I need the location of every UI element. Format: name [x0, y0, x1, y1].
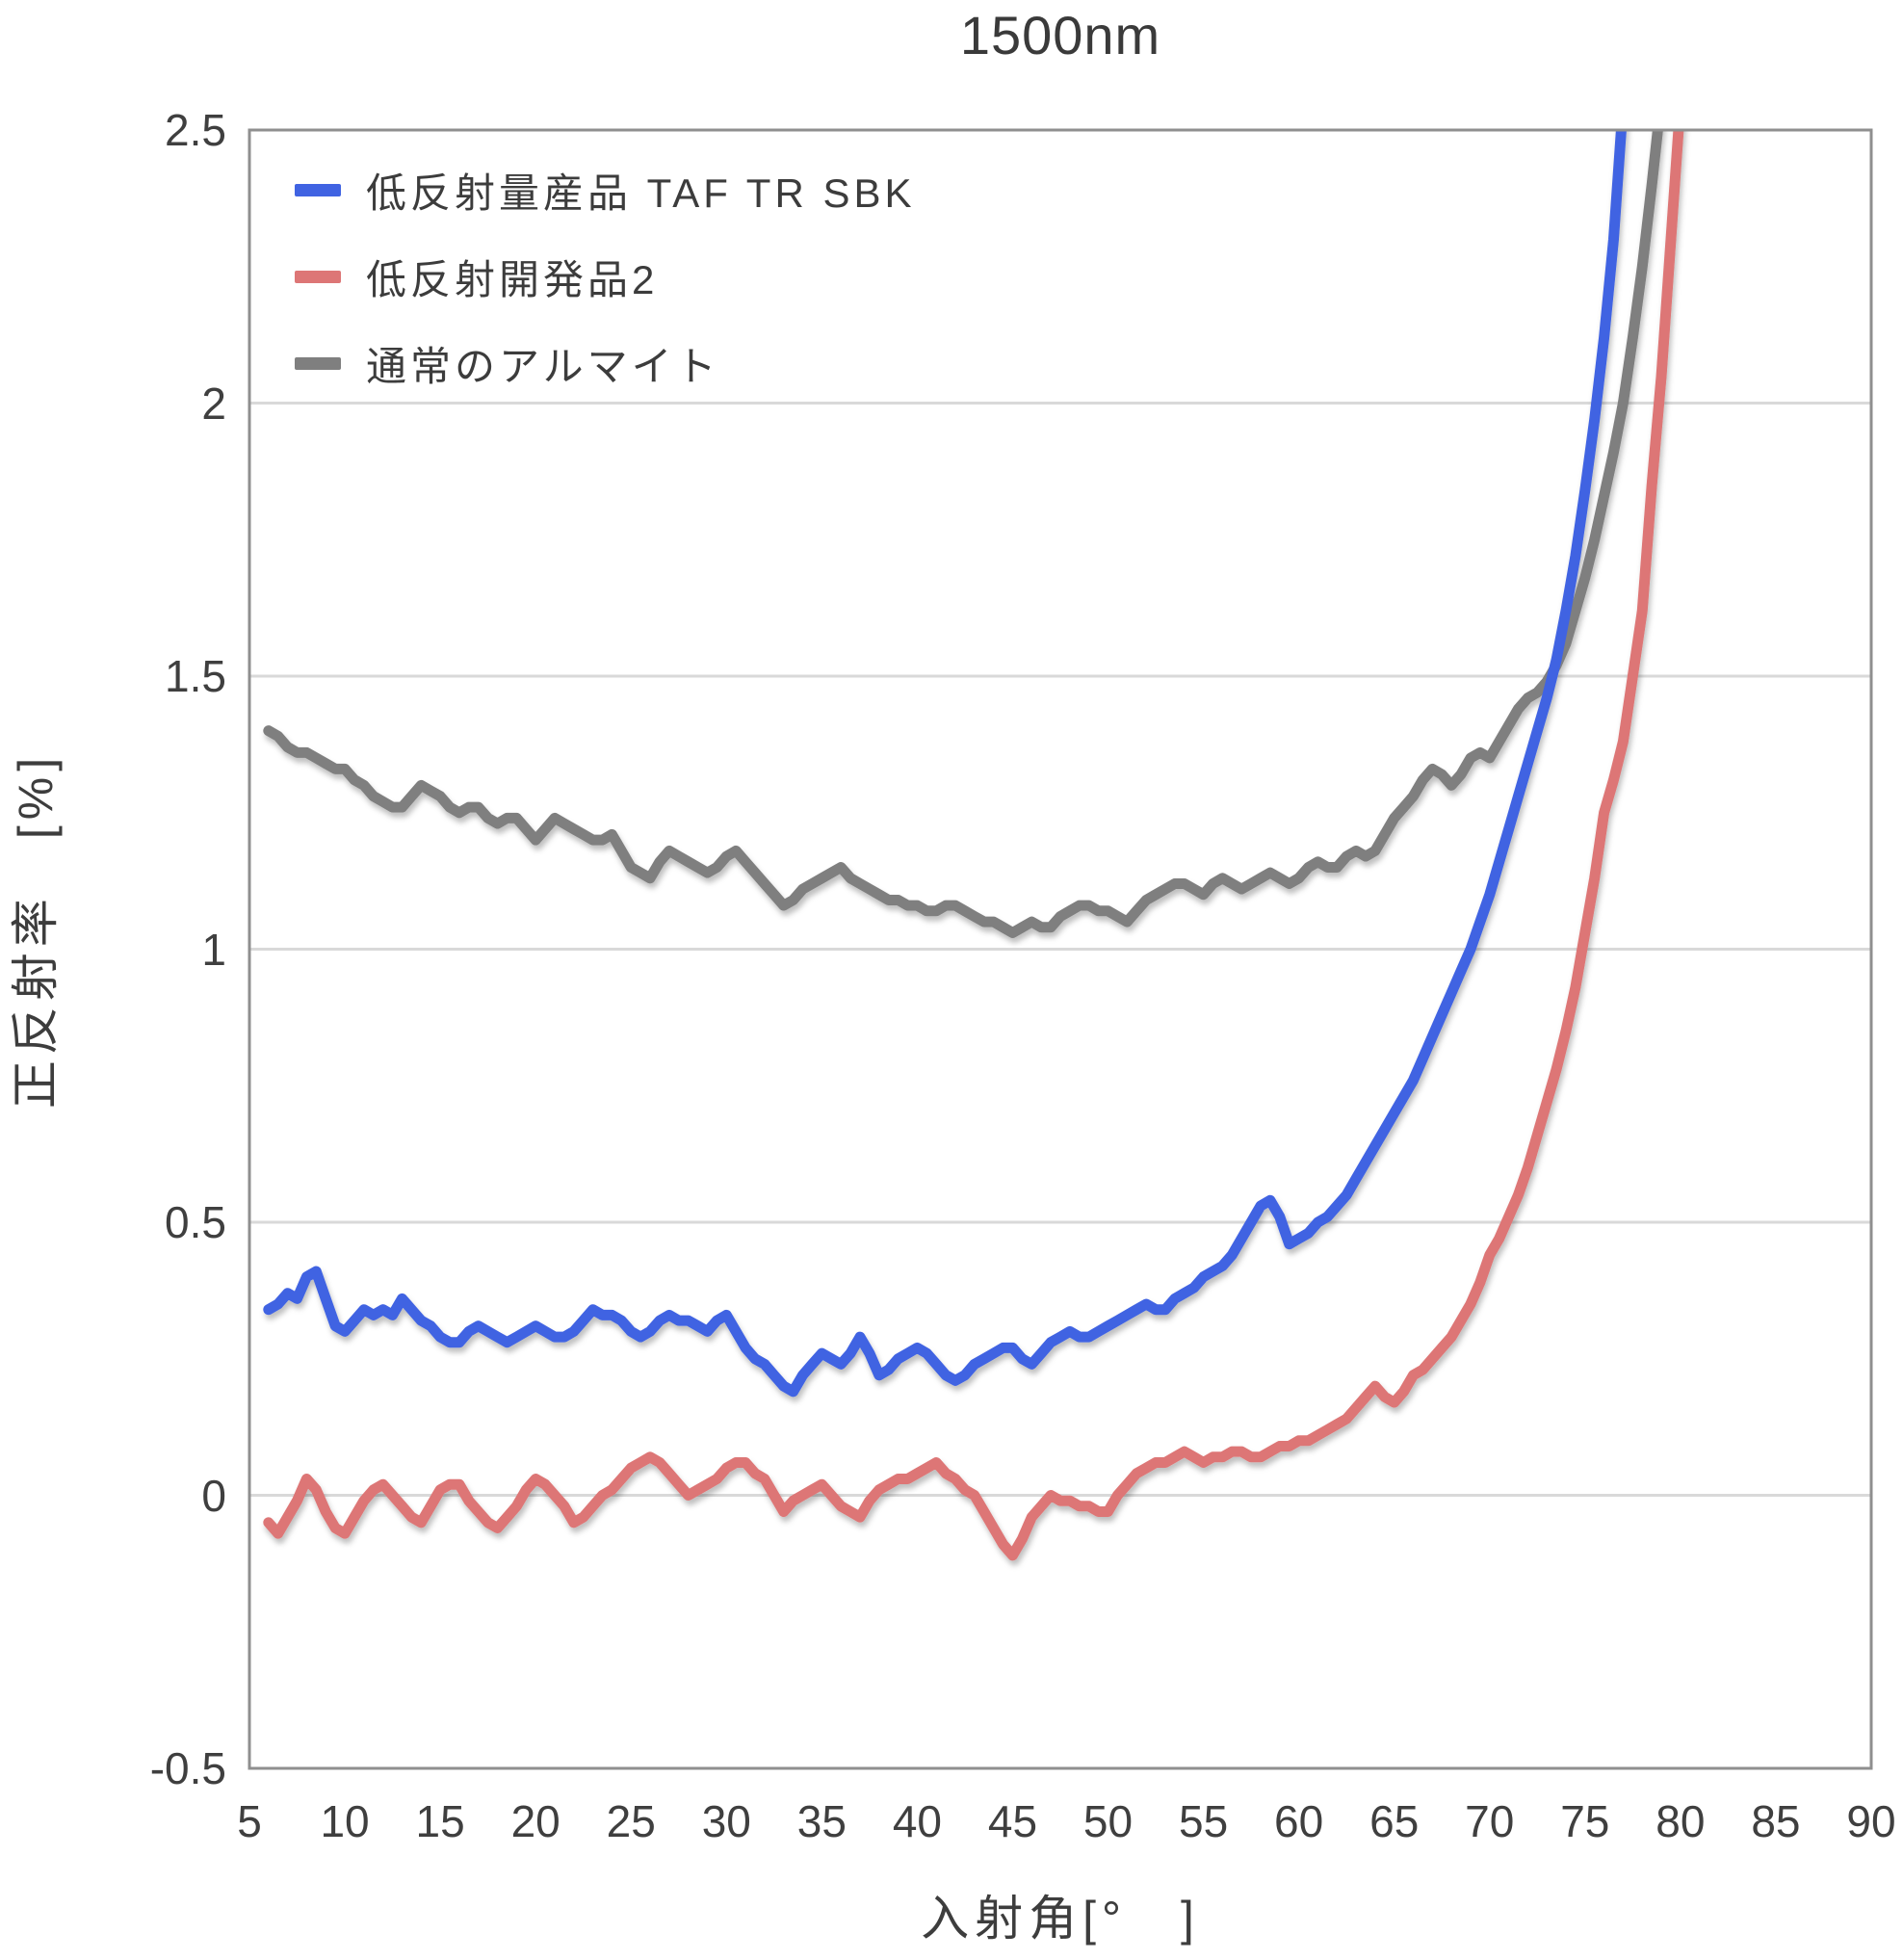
y-tick-label: 2.5: [165, 105, 226, 155]
x-tick-label: 70: [1465, 1796, 1515, 1846]
x-tick-label: 25: [606, 1796, 656, 1846]
legend: 低反射量産品 TAF TR SBK 低反射開発品2 通常のアルマイト: [295, 146, 915, 406]
legend-row-0: 低反射量産品 TAF TR SBK: [295, 146, 915, 233]
x-tick-label: 10: [320, 1796, 370, 1846]
series-line-2: [263, 130, 1663, 938]
plot-border: [248, 128, 1873, 1770]
series-line-0: [263, 130, 1627, 1398]
legend-label: 低反射量産品 TAF TR SBK: [366, 170, 916, 216]
y-tick-label: 1: [201, 924, 226, 975]
x-tick-label: 80: [1655, 1796, 1706, 1846]
x-tick-label: 50: [1082, 1796, 1134, 1846]
x-tick-label: 45: [987, 1796, 1038, 1846]
x-tick-label: 35: [796, 1796, 847, 1846]
legend-swatch-icon: [295, 183, 341, 196]
x-tick-label: 30: [701, 1796, 751, 1846]
legend-row-1: 低反射開発品2: [295, 233, 915, 320]
x-tick-label: 85: [1751, 1796, 1801, 1846]
x-tick-label: 15: [415, 1796, 465, 1846]
x-tick-label: 60: [1274, 1796, 1324, 1846]
x-tick-label: 40: [892, 1796, 942, 1846]
x-axis-label: 入射角[° ]: [921, 1892, 1200, 1946]
legend-swatch-icon: [295, 356, 341, 370]
x-tick-label: 65: [1369, 1796, 1420, 1846]
x-tick-label: 20: [510, 1796, 560, 1846]
x-tick-label: 90: [1846, 1796, 1896, 1846]
x-tick-label: 5: [237, 1796, 262, 1846]
y-tick-label: 0: [201, 1470, 226, 1521]
y-tick-label: 0.5: [165, 1197, 226, 1247]
series-lines: [263, 130, 1684, 1561]
legend-swatch-icon: [295, 270, 341, 283]
y-tick-label: -0.5: [149, 1743, 226, 1793]
legend-row-2: 通常のアルマイト: [295, 320, 915, 406]
legend-label: 低反射開発品2: [366, 256, 659, 302]
legend-label: 通常のアルマイト: [366, 343, 720, 389]
y-tick-label: 2: [201, 378, 226, 429]
x-tick-label: 75: [1560, 1796, 1610, 1846]
y-tick-label: 1.5: [165, 651, 226, 701]
chart-title: 1500nm: [959, 5, 1161, 65]
series-line-1: [263, 130, 1684, 1561]
x-tick-label: 55: [1178, 1796, 1229, 1846]
